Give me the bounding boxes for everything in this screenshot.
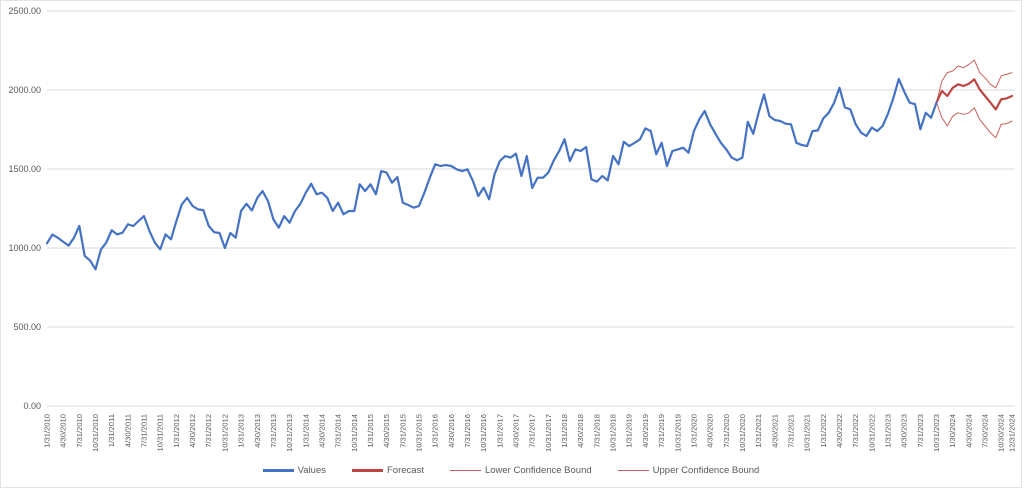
- x-axis-tick-label: 10/31/2015: [414, 414, 423, 452]
- x-axis-tick-label: 4/30/2015: [382, 414, 391, 448]
- x-axis-tick-label: 7/31/2017: [528, 414, 537, 448]
- x-axis-tick-label: 10/31/2018: [609, 414, 618, 452]
- x-axis-tick-label: 4/30/2011: [123, 414, 132, 447]
- series-line-lower-confidence-bound[interactable]: [936, 102, 1013, 139]
- x-axis-tick-label: 10/31/2012: [220, 414, 229, 452]
- x-axis-tick-label: 7/31/2014: [334, 414, 343, 448]
- y-axis-tick-label: 2000.00: [8, 85, 41, 95]
- x-axis-tick-label: 7/30/2024: [981, 414, 990, 448]
- x-axis-tick-label: 1/31/2014: [301, 414, 310, 448]
- x-axis-tick-label: 10/31/2013: [285, 414, 294, 452]
- x-axis-tick-label: 4/30/2010: [59, 414, 68, 448]
- x-axis-tick-label: 7/31/2018: [592, 414, 601, 448]
- legend-item-upper-confidence-bound[interactable]: Upper Confidence Bound: [617, 465, 760, 476]
- y-axis-tick-label: 1500.00: [8, 164, 41, 174]
- x-axis-tick-label: 7/31/2016: [463, 414, 472, 448]
- legend-label: Upper Confidence Bound: [652, 465, 760, 476]
- y-axis-tick-label: 2500.00: [8, 6, 41, 16]
- x-axis-tick-label: 4/30/2019: [641, 414, 650, 448]
- x-axis-tick-label: 1/31/2015: [366, 414, 375, 448]
- x-axis-tick-label: 1/31/2019: [625, 414, 634, 448]
- x-axis-tick-label: 1/31/2018: [560, 414, 569, 448]
- x-axis-tick-label: 7/31/2022: [851, 414, 860, 448]
- x-axis-tick-label: 4/30/2023: [900, 414, 909, 448]
- y-axis-tick-label: 0.00: [23, 401, 41, 411]
- x-axis-tick-label: 7/31/2023: [916, 414, 925, 448]
- chart-legend: Values Forecast Lower Confidence Bound Uppe…: [1, 465, 1021, 476]
- x-axis-tick-label: 10/31/2023: [932, 414, 941, 452]
- x-axis-tick-label: 4/30/2013: [253, 414, 262, 448]
- x-axis-tick-label: 4/30/2016: [447, 414, 456, 448]
- legend-line-swatch: [352, 469, 383, 472]
- x-axis-tick-label: 10/31/2022: [867, 414, 876, 452]
- x-axis-tick-label: 10/31/2010: [91, 414, 100, 452]
- x-axis-tick-label: 7/31/2012: [204, 414, 213, 448]
- legend-label: Forecast: [387, 465, 424, 476]
- x-axis-tick-label: 10/31/2014: [350, 414, 359, 452]
- legend-label: Values: [297, 465, 326, 476]
- legend-label: Lower Confidence Bound: [484, 465, 592, 476]
- x-axis-tick-label: 10/31/2017: [544, 414, 553, 452]
- x-axis-tick-label: 10/31/2019: [673, 414, 682, 452]
- legend-line-swatch: [262, 469, 294, 472]
- x-axis-tick-label: 1/31/2022: [819, 414, 828, 448]
- x-axis-tick-label: 10/31/2020: [738, 414, 747, 452]
- x-axis-tick-label: 4/30/2014: [317, 414, 326, 448]
- x-axis-tick-label: 1/30/2024: [948, 414, 957, 448]
- x-axis-tick-label: 1/31/2011: [107, 414, 116, 447]
- x-axis-tick-label: 4/30/2024: [964, 414, 973, 448]
- x-axis-tick-label: 7/31/2013: [269, 414, 278, 448]
- x-axis-tick-label: 7/31/2010: [75, 414, 84, 448]
- series-line-forecast[interactable]: [935, 78, 1014, 111]
- x-axis-tick-label: 1/31/2020: [689, 414, 698, 448]
- x-axis-tick-label: 4/30/2022: [835, 414, 844, 448]
- x-axis-tick-label: 1/31/2013: [237, 414, 246, 448]
- legend-line-swatch: [449, 469, 481, 472]
- legend-item-lower-confidence-bound[interactable]: Lower Confidence Bound: [449, 465, 592, 476]
- x-axis-tick-label: 10/31/2011: [156, 414, 165, 451]
- x-axis-tick-label: 7/31/2021: [786, 414, 795, 448]
- x-axis-tick-label: 7/31/2015: [398, 414, 407, 448]
- x-axis-tick-label: 1/31/2016: [431, 414, 440, 448]
- series-line-upper-confidence-bound[interactable]: [936, 59, 1013, 104]
- x-axis-tick-label: 1/31/2021: [754, 414, 763, 448]
- x-axis-tick-label: 4/30/2017: [512, 414, 521, 448]
- x-axis-tick-label: 4/30/2021: [770, 414, 779, 448]
- x-axis-tick-label: 7/31/2019: [657, 414, 666, 448]
- series-line-values[interactable]: [45, 77, 938, 271]
- legend-item-values[interactable]: Values: [262, 465, 326, 476]
- x-axis-tick-label: 1/31/2012: [172, 414, 181, 448]
- x-axis-tick-label: 10/31/2021: [803, 414, 812, 452]
- x-axis-tick-label: 4/30/2020: [706, 414, 715, 448]
- x-axis-tick-label: 10/31/2016: [479, 414, 488, 452]
- y-axis-tick-label: 500.00: [13, 322, 41, 332]
- x-axis-tick-label: 1/31/2023: [884, 414, 893, 448]
- x-axis-tick-label: 4/30/2012: [188, 414, 197, 448]
- y-axis-tick-label: 1000.00: [8, 243, 41, 253]
- x-axis-tick-label: 1/31/2017: [495, 414, 504, 448]
- x-axis-tick-label: 4/30/2018: [576, 414, 585, 448]
- x-axis-tick-label: 7/31/2011: [140, 414, 149, 447]
- legend-line-swatch: [617, 469, 649, 472]
- legend-item-forecast[interactable]: Forecast: [352, 465, 424, 476]
- x-axis-tick-label: 10/30/2024: [997, 414, 1006, 452]
- x-axis-tick-label: 7/31/2020: [722, 414, 731, 448]
- x-axis-tick-label: 1/31/2010: [43, 414, 52, 448]
- x-axis-tick-label: 12/31/2024: [1008, 414, 1017, 452]
